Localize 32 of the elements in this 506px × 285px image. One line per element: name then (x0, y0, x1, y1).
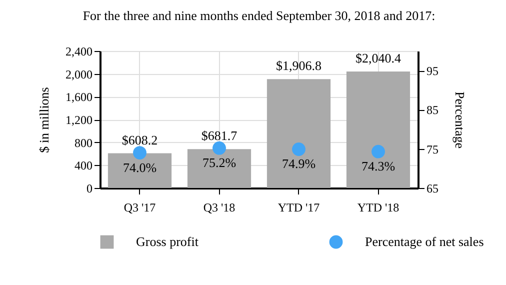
y2-tick-label: 75 (426, 142, 438, 156)
data-label: $608.2 (122, 132, 158, 148)
legend-label: Gross profit (136, 234, 199, 249)
y2-tick-label: 65 (426, 182, 438, 196)
x-tick-label: YTD '18 (357, 200, 400, 214)
x-tick-label: Q3 '18 (203, 200, 236, 214)
chart-title: For the three and nine months ended September 30, 2018 and 2017: (82, 8, 436, 23)
y2-tick-label: 95 (426, 64, 438, 78)
data-label: 75.2% (202, 155, 236, 170)
x-tick-label: YTD '17 (278, 200, 320, 214)
y-tick-label: 800 (74, 136, 92, 150)
bar (266, 79, 331, 188)
data-label: $2,040.4 (356, 50, 402, 66)
y-tick-label: 2,400 (66, 44, 92, 58)
bar (187, 149, 252, 188)
data-label: $1,906.8 (276, 58, 322, 74)
y-tick-label: 0 (86, 182, 92, 196)
y-axis-title: $ in millions (36, 87, 52, 153)
y-tick-label: 1,600 (66, 90, 92, 104)
bar (108, 153, 172, 188)
y-tick-label: 400 (74, 158, 92, 173)
data-label: 74.9% (282, 156, 316, 172)
data-label: 74.3% (361, 158, 396, 174)
x-tick-label: Q3 '17 (124, 200, 156, 214)
y2-axis-title: Percentage (452, 91, 468, 149)
bar (346, 72, 410, 188)
y-tick-label: 1,200 (66, 113, 92, 127)
y-tick-label: 2,000 (66, 67, 92, 82)
y2-tick-label: 85 (426, 103, 438, 118)
legend-label: Percentage of net sales (365, 234, 484, 249)
data-label: 74.0% (122, 160, 157, 175)
data-label: $681.7 (201, 128, 238, 144)
